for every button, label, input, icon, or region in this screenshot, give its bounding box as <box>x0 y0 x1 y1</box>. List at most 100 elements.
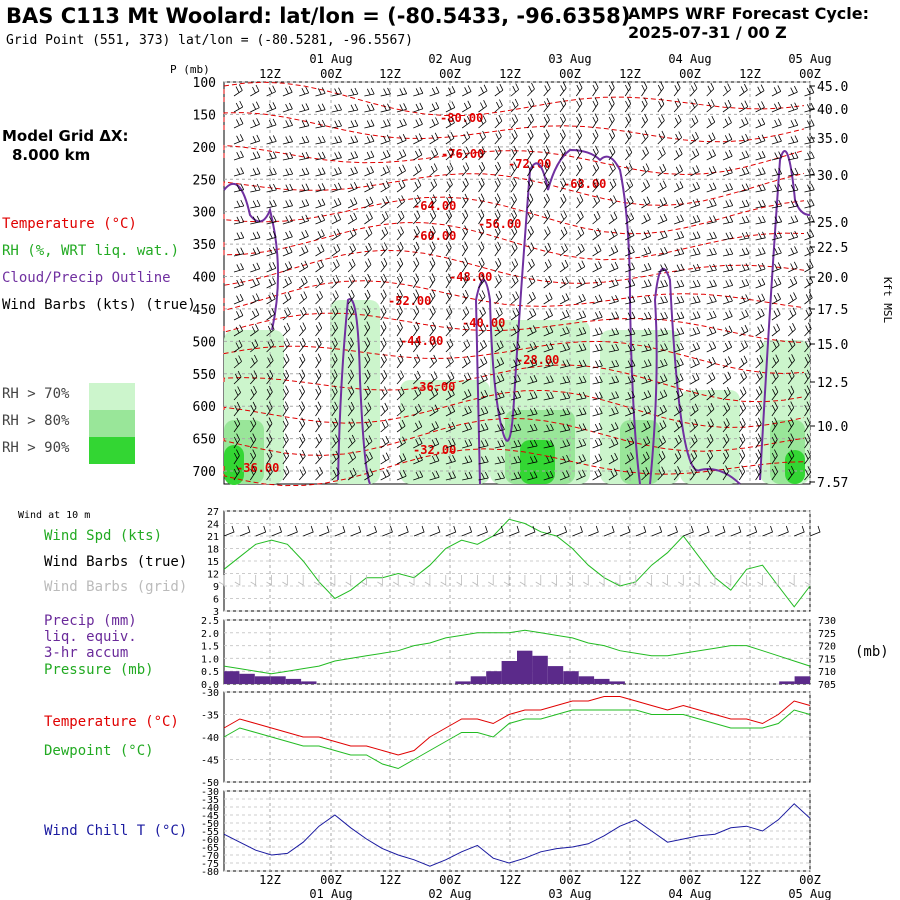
model-grid-info: Model Grid ΔX: 8.000 km <box>2 127 129 165</box>
precip-bar <box>779 681 795 684</box>
wind-barb <box>804 230 815 241</box>
wind-barb <box>478 290 486 305</box>
wind-barb <box>461 162 470 177</box>
wind-barb <box>739 309 749 321</box>
wind-barb <box>722 83 731 97</box>
wind-barb <box>233 100 244 113</box>
wind-barb <box>722 215 734 225</box>
wind-barb <box>461 322 470 337</box>
wind-barb <box>771 231 782 241</box>
wind-barb <box>380 435 390 449</box>
wind-barb <box>315 385 322 401</box>
wind-barb <box>527 423 538 433</box>
pressure-label: Pressure (mb) <box>44 662 154 678</box>
top-hour-label: 12Z <box>499 67 521 81</box>
wind-barb <box>494 114 503 129</box>
wind-barb <box>592 277 603 289</box>
wind-barb <box>347 243 357 257</box>
wind-barb <box>608 129 616 145</box>
wind-barb <box>364 196 374 209</box>
wind-barb <box>543 407 554 417</box>
wind-barb <box>641 467 650 481</box>
wind-barb <box>787 385 795 401</box>
wind-barb <box>445 355 454 369</box>
top-date-label: 01 Aug <box>309 52 352 66</box>
wind-barb <box>233 167 245 177</box>
wind-barb <box>233 150 244 161</box>
grid-wind-barb <box>456 575 462 586</box>
wind-barb <box>364 321 371 337</box>
wind-barb <box>331 103 342 113</box>
wind-barb <box>249 385 257 401</box>
wind-barb <box>739 355 748 369</box>
wind-barb <box>461 289 469 305</box>
wind-barb <box>494 373 505 385</box>
wind-barb <box>282 151 294 161</box>
temperature-contour-label: -52.00 <box>388 294 431 308</box>
precip-bar <box>301 681 317 684</box>
wind-barb <box>657 358 668 369</box>
temperature-contour <box>223 222 805 261</box>
wind-barb <box>788 167 799 177</box>
wind-barb <box>315 183 326 193</box>
wind-barb <box>413 133 423 145</box>
cloud-outline <box>649 267 741 485</box>
wind-barb <box>559 129 566 145</box>
wind-barb <box>429 241 436 257</box>
wind-barb <box>511 439 522 449</box>
dewpoint-series-label: Dewpoint (°C) <box>44 743 154 759</box>
wind-barb <box>478 130 486 145</box>
temperature-panel-tick-label: -30 <box>201 688 219 699</box>
wind-barb <box>347 182 358 193</box>
top-hour-label: 12Z <box>739 67 761 81</box>
wind-barb <box>445 438 456 449</box>
temperature-contour <box>223 249 805 286</box>
wind-barb <box>739 371 747 385</box>
wind-barb <box>250 354 258 369</box>
wind-barb <box>233 324 243 337</box>
temperature-contour <box>223 81 805 116</box>
grid-wind-barb <box>630 575 637 586</box>
wind-panel-tick-label: 6 <box>213 595 219 606</box>
wind-barb <box>787 465 795 481</box>
wind-barb <box>527 291 536 305</box>
wind-barb <box>331 290 339 305</box>
wind-barb <box>706 115 716 129</box>
wind-barb <box>804 338 812 353</box>
wind-barb <box>347 212 358 225</box>
wind-barb <box>364 242 372 257</box>
wind-barb <box>510 357 521 369</box>
grid-wind-barb <box>567 575 573 586</box>
wind-barb <box>331 369 338 385</box>
wind-barb <box>543 309 553 321</box>
wind-barb <box>771 135 782 145</box>
wind-barb <box>608 178 617 193</box>
grid-wind-barb <box>408 575 415 586</box>
wind-barb <box>250 215 261 225</box>
wind-barb <box>233 183 245 193</box>
temperature-contour-label: -56.00 <box>478 217 521 231</box>
wind-barb <box>445 225 452 241</box>
wind-barb <box>608 113 615 129</box>
wind-barb <box>673 466 681 481</box>
wind-barb <box>315 260 324 273</box>
wind-barb <box>787 323 796 337</box>
wind-barb <box>233 309 244 321</box>
wind-barb <box>233 355 242 369</box>
wind-barb <box>608 422 619 433</box>
wind-barb <box>755 247 766 257</box>
wind-barb <box>494 340 504 353</box>
wind-barb <box>722 279 734 289</box>
wind-barb <box>298 433 306 449</box>
wind-barb <box>315 369 322 385</box>
wind-barb <box>771 85 782 97</box>
top-hour-label: 00Z <box>559 67 581 81</box>
grid-wind-barb <box>757 575 763 586</box>
wind-barb <box>559 454 570 465</box>
wind-barb <box>364 166 374 177</box>
rh-bin-90-label: RH > 90% <box>2 440 70 456</box>
wind-barb <box>250 183 261 193</box>
wind-barb <box>315 214 326 225</box>
wind-barb <box>527 129 534 145</box>
wind-barb <box>396 210 405 225</box>
